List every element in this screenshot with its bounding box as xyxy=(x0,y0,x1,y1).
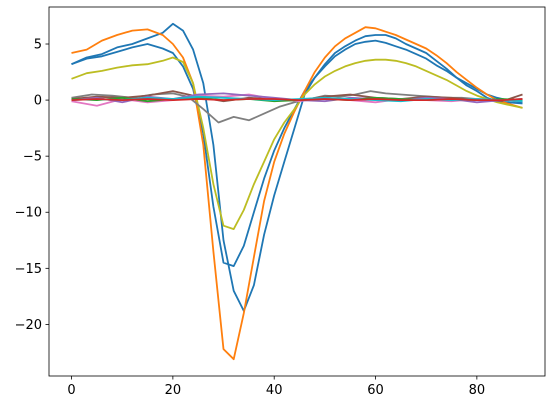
series-line-1 xyxy=(71,22,523,312)
series-line-11 xyxy=(71,98,523,101)
series-line-7 xyxy=(71,93,523,107)
plot-frame xyxy=(48,6,546,377)
x-tick-label: 80 xyxy=(469,383,486,398)
series-line-3 xyxy=(71,26,523,361)
y-tick-label: −10 xyxy=(15,206,42,221)
x-tick-label: 60 xyxy=(367,383,384,398)
series-line-10 xyxy=(71,95,523,103)
x-tick-label: 20 xyxy=(165,383,182,398)
x-tick-label: 40 xyxy=(266,383,283,398)
y-tick-label: −5 xyxy=(23,150,42,165)
series-layer xyxy=(71,22,523,361)
y-tick-label: −15 xyxy=(15,262,42,277)
y-tick-label: 0 xyxy=(34,94,42,109)
y-tick-label: −20 xyxy=(15,318,42,333)
series-line-4 xyxy=(71,56,523,231)
x-tick-label: 0 xyxy=(67,383,75,398)
series-line-2 xyxy=(71,39,523,268)
y-tick-label: 5 xyxy=(34,38,42,53)
tick-layer: 0 20 40 60 80 5 0 −5 −10 −15 −20 xyxy=(15,38,486,398)
